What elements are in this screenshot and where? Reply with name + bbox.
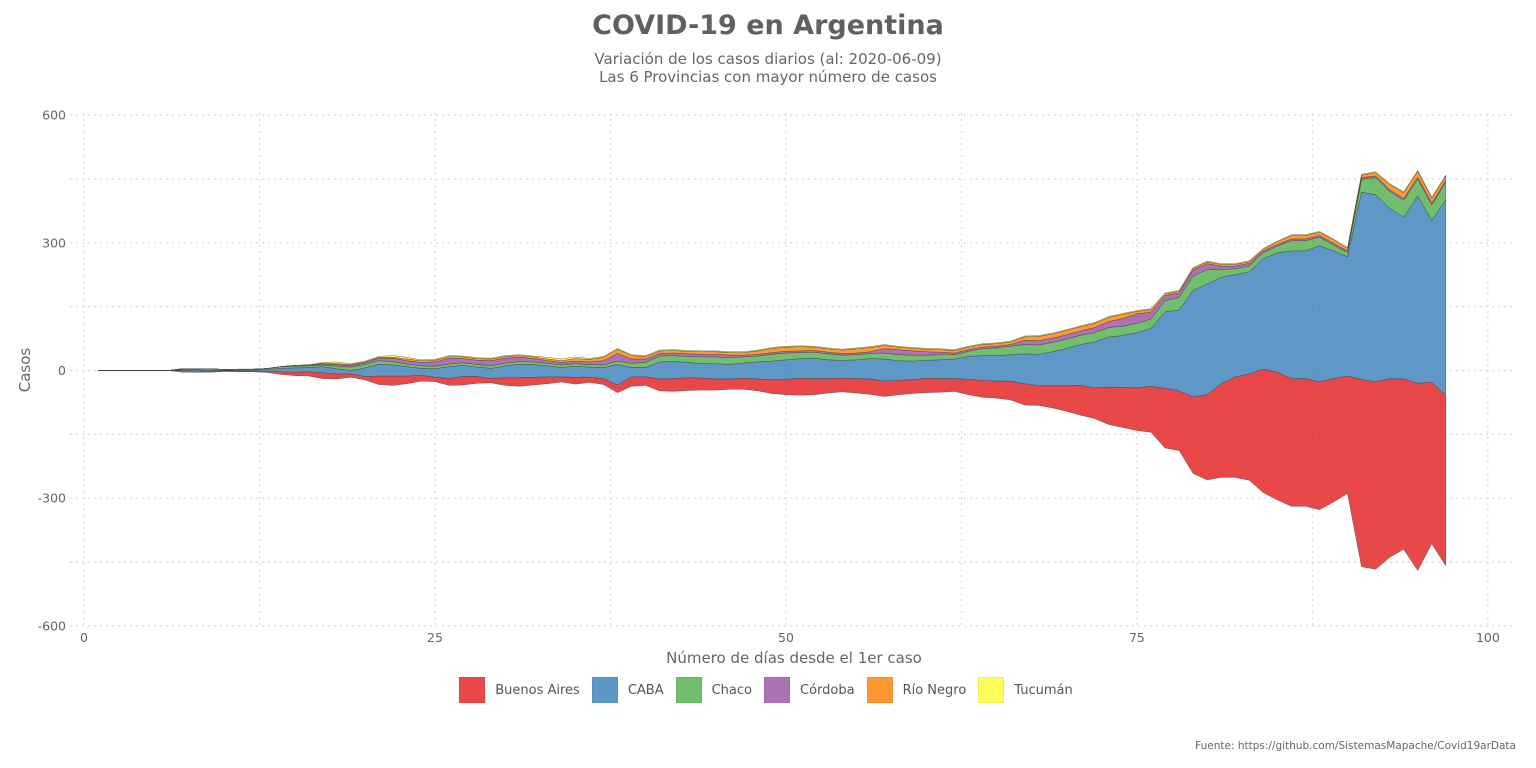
legend-swatch (591, 677, 618, 703)
y-tick-label: 0 (58, 363, 66, 378)
legend-swatch (675, 677, 702, 703)
legend: Buenos Aires CABA Chaco Córdoba Río Negro Tuc… (0, 677, 1536, 703)
legend-item-caba: CABA (591, 677, 668, 703)
legend-swatch (764, 677, 790, 703)
area-buenos-aires (98, 369, 1447, 571)
x-tick-label: 100 (1476, 630, 1500, 645)
legend-label: Chaco (711, 682, 752, 698)
legend-label: Buenos Aires (495, 682, 580, 698)
legend-label: Río Negro (902, 682, 967, 698)
legend-item-rio-negro: Río Negro (866, 677, 971, 703)
chart-subtitle-line-1: Variación de los casos diarios (al: 2020… (594, 50, 942, 68)
x-tick-label: 50 (778, 630, 794, 645)
chart-subtitle-line-2: Las 6 Provincias con mayor número de cas… (599, 68, 937, 86)
x-axis-label: Número de días desde el 1er caso (666, 649, 922, 667)
stream-areas (98, 170, 1447, 571)
axis-ticks: 600 300 0 -300 -600 0 25 50 75 100 (38, 108, 1500, 645)
gridlines (70, 113, 1516, 628)
x-tick-label: 25 (427, 630, 443, 645)
source-caption: Fuente: https://github.com/SistemasMapac… (1195, 740, 1516, 752)
y-tick-label: -300 (38, 491, 66, 506)
legend-swatch (866, 677, 893, 703)
chart-title: COVID-19 en Argentina (592, 10, 944, 41)
legend-label: Córdoba (800, 682, 855, 698)
legend-label: Tucumán (1014, 682, 1073, 698)
legend-label: CABA (627, 682, 664, 698)
y-tick-label: 300 (42, 235, 66, 250)
legend-item-cordoba: Córdoba (764, 677, 859, 703)
legend-item-buenos-aires: Buenos Aires (459, 677, 584, 703)
y-axis-label: Casos (16, 348, 34, 393)
legend-swatch (978, 677, 1005, 703)
legend-swatch (459, 677, 486, 703)
legend-item-chaco: Chaco (675, 677, 756, 703)
y-tick-label: -600 (38, 618, 66, 633)
x-tick-label: 75 (1129, 630, 1145, 645)
x-tick-label: 0 (80, 630, 88, 645)
y-tick-label: 600 (42, 108, 66, 123)
legend-item-tucuman: Tucumán (978, 677, 1076, 703)
area-tucuman (98, 170, 1447, 371)
